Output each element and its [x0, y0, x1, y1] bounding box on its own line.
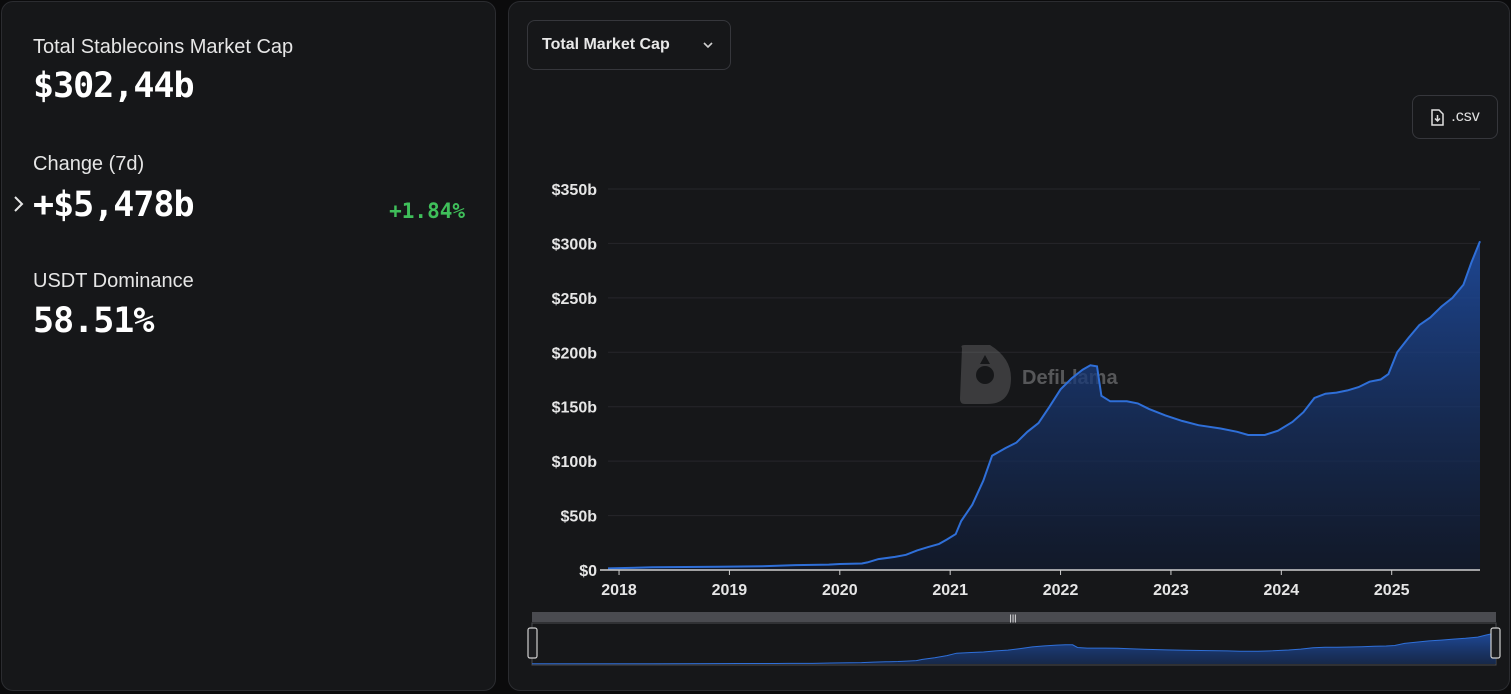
total-market-cap-value: $302,44b	[33, 66, 195, 106]
metric-dropdown-label: Total Market Cap	[542, 36, 670, 53]
total-market-cap-label: Total Stablecoins Market Cap	[33, 36, 294, 58]
csv-download-button[interactable]: .csv	[1412, 95, 1498, 139]
chevron-right-icon[interactable]	[12, 194, 26, 214]
usdt-dominance-label: USDT Dominance	[33, 270, 194, 292]
stats-panel: Total Stablecoins Market Cap $302,44b Ch…	[1, 1, 496, 691]
csv-button-label: .csv	[1451, 108, 1480, 125]
metric-dropdown[interactable]: Total Market Cap	[527, 20, 731, 70]
change-7d-label: Change (7d)	[33, 153, 145, 175]
chart-panel: Total Market Cap .csv	[508, 1, 1510, 691]
change-7d-value: +$5,478b	[33, 185, 195, 225]
chevron-down-icon	[703, 42, 713, 49]
file-download-icon	[1431, 108, 1445, 126]
change-7d-percent: +1.84%	[389, 199, 465, 223]
usdt-dominance-value: 58.51%	[33, 301, 154, 341]
